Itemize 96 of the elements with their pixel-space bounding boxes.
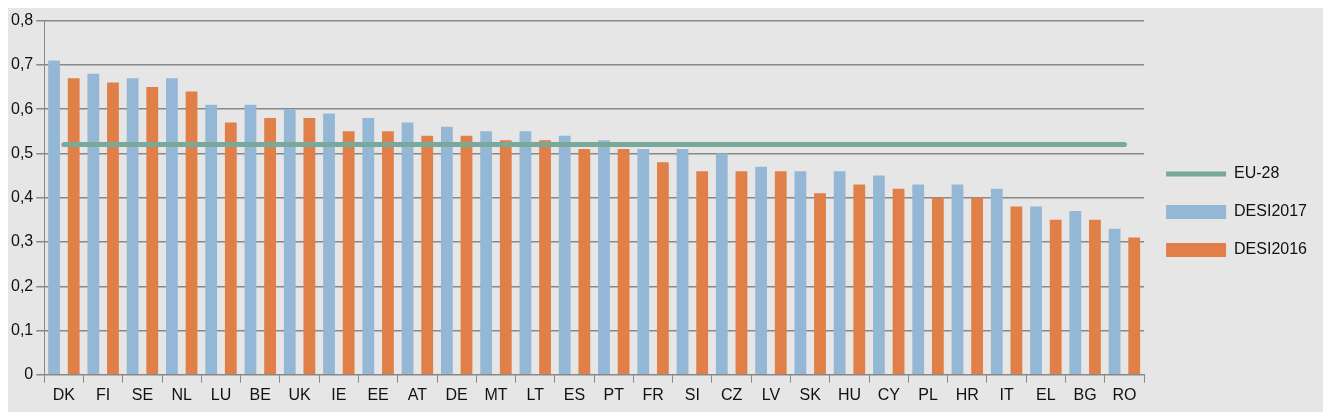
bar [146, 87, 159, 375]
x-tick-label: ES [563, 385, 586, 403]
bar [1049, 219, 1062, 375]
bar [480, 131, 493, 375]
x-tick-label: PL [918, 385, 938, 403]
bar [1010, 206, 1023, 375]
bar [460, 135, 473, 375]
bar [440, 126, 453, 375]
bar [853, 184, 866, 375]
x-tick-label: MT [484, 385, 508, 403]
legend-label: DESI2016 [1234, 240, 1308, 258]
bar [873, 175, 885, 375]
bar [224, 122, 237, 375]
bar [617, 149, 630, 375]
bar [264, 118, 276, 375]
x-tick-label: SK [799, 385, 822, 403]
bar [323, 113, 335, 375]
x-tick-label: CY [877, 385, 901, 403]
bar [558, 135, 571, 375]
y-tick-label: 0,7 [10, 55, 34, 73]
x-tick-label: EE [367, 385, 389, 403]
y-tick-label: 0,3 [10, 232, 34, 250]
y-tick-label: 0,8 [10, 11, 34, 29]
bar [1030, 206, 1042, 375]
bar [244, 104, 257, 375]
x-tick-label: LT [526, 385, 545, 403]
y-tick-label: 0 [24, 365, 34, 383]
bar [185, 91, 198, 375]
bar [519, 131, 532, 375]
x-tick-label: FI [96, 385, 111, 403]
x-tick-label: HU [837, 385, 862, 403]
x-tick-label: SI [684, 385, 700, 403]
x-tick-label: DE [445, 385, 468, 403]
bar [755, 166, 767, 375]
bar [676, 149, 689, 375]
bar [107, 82, 119, 375]
bar [912, 184, 925, 375]
bar [794, 171, 807, 375]
legend-label: EU-28 [1234, 164, 1280, 182]
bar [1108, 228, 1121, 375]
x-tick-label: LV [761, 385, 781, 403]
bar [1128, 237, 1141, 375]
y-tick-label: 0,4 [10, 188, 34, 206]
y-tick-label: 0,6 [10, 99, 34, 117]
bar [637, 149, 650, 375]
x-tick-label: IT [999, 385, 1014, 403]
y-tick-label: 0,1 [10, 320, 34, 338]
x-tick-label: CZ [720, 385, 743, 403]
bar [578, 149, 591, 375]
x-tick-label: BE [249, 385, 271, 403]
legend-label: DESI2017 [1234, 202, 1308, 220]
bar [657, 162, 669, 375]
bar [971, 197, 984, 375]
bar [715, 153, 728, 375]
bar [283, 109, 296, 375]
bar [205, 104, 218, 375]
x-tick-label: NL [171, 385, 193, 403]
bar [421, 135, 434, 375]
bar [931, 197, 944, 375]
bar [342, 131, 355, 375]
bar [696, 171, 709, 375]
bar [382, 131, 394, 375]
bar [401, 122, 414, 375]
bar [774, 171, 787, 375]
bar [598, 140, 610, 375]
x-tick-label: DK [52, 385, 76, 403]
y-tick-label: 0,2 [10, 276, 34, 294]
x-tick-label: RO [1112, 385, 1137, 403]
x-tick-label: PT [603, 385, 625, 403]
x-tick-label: EL [1036, 385, 1056, 403]
bar [48, 60, 60, 375]
x-tick-label: AT [407, 385, 428, 403]
bar [951, 184, 964, 375]
x-tick-label: LU [210, 385, 232, 403]
bar [892, 188, 905, 375]
y-tick-label: 0,5 [10, 143, 34, 161]
bar [1069, 210, 1082, 375]
x-tick-label: HR [955, 385, 979, 403]
bar [87, 73, 100, 375]
bar [499, 140, 512, 375]
bar [539, 140, 551, 375]
bar [735, 171, 748, 375]
bar [833, 171, 846, 375]
bar [814, 193, 826, 375]
bar [67, 78, 80, 375]
bar [362, 118, 375, 375]
bar [303, 118, 316, 375]
bar [990, 188, 1003, 375]
x-tick-label: SE [131, 385, 154, 403]
bar [1089, 219, 1101, 375]
bar [166, 78, 178, 375]
x-tick-label: UK [288, 385, 311, 403]
x-tick-label: IE [331, 385, 347, 403]
bar [126, 78, 139, 375]
x-tick-label: FR [642, 385, 664, 403]
x-tick-label: BG [1073, 385, 1097, 403]
